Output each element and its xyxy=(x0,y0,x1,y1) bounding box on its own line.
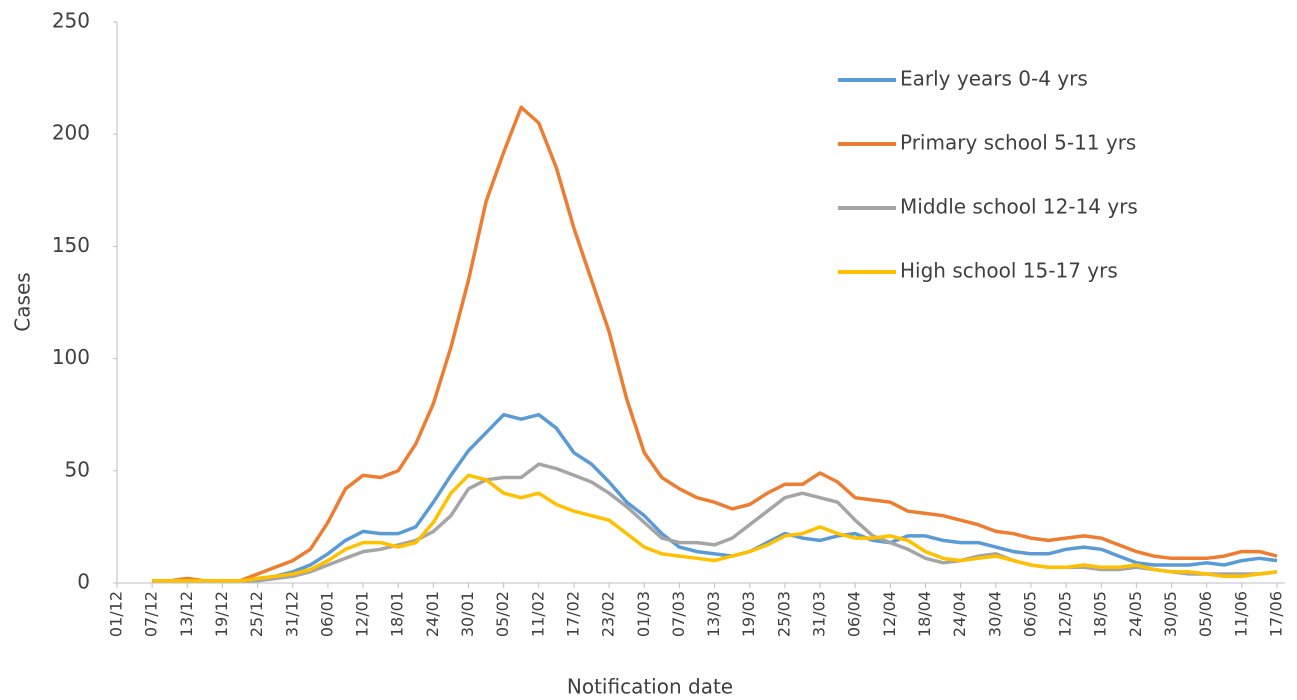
x-axis-label: Notification date xyxy=(567,675,733,699)
x-tick-label: 05/02 xyxy=(493,591,512,637)
x-tick-label: 07/03 xyxy=(669,591,688,637)
y-tick-label: 0 xyxy=(77,570,90,594)
x-tick-label: 18/04 xyxy=(915,591,934,637)
x-tick-label: 25/12 xyxy=(247,591,266,637)
series-line xyxy=(152,473,1278,583)
legend-label: Primary school 5-11 yrs xyxy=(900,131,1136,155)
x-tick-label: 30/05 xyxy=(1161,591,1180,637)
legend-label: Middle school 12-14 yrs xyxy=(900,195,1138,219)
y-tick-label: 50 xyxy=(65,457,90,481)
x-tick-label: 24/01 xyxy=(423,591,442,637)
y-axis-label: Cases xyxy=(11,272,35,331)
series-line xyxy=(152,462,1278,583)
x-tick-label: 06/01 xyxy=(317,591,336,637)
y-tick-label: 200 xyxy=(52,121,90,145)
x-tick-label: 01/12 xyxy=(107,591,126,637)
x-tick-label: 19/12 xyxy=(212,591,231,637)
x-tick-label: 30/04 xyxy=(985,591,1004,637)
x-tick-label: 13/03 xyxy=(704,591,723,637)
x-tick-label: 17/02 xyxy=(563,591,582,637)
x-tick-label: 11/06 xyxy=(1231,591,1250,637)
x-tick-label: 31/03 xyxy=(810,591,829,637)
x-tick-label: 24/05 xyxy=(1126,591,1145,637)
x-tick-label: 25/03 xyxy=(774,591,793,637)
legend-label: Early years 0-4 yrs xyxy=(900,67,1088,91)
x-tick-label: 12/01 xyxy=(353,591,372,637)
x-tick-label: 18/01 xyxy=(388,591,407,637)
x-tick-label: 12/04 xyxy=(880,591,899,637)
x-tick-label: 01/03 xyxy=(634,591,653,637)
x-tick-label: 19/03 xyxy=(739,591,758,637)
x-tick-label: 24/04 xyxy=(950,591,969,637)
x-tick-label: 18/05 xyxy=(1091,591,1110,637)
x-tick-label: 12/05 xyxy=(1056,591,1075,637)
series-line xyxy=(152,412,1278,583)
x-tick-label: 30/01 xyxy=(458,591,477,637)
x-tick-label: 23/02 xyxy=(599,591,618,637)
y-tick-label: 100 xyxy=(52,345,90,369)
x-tick-label: 31/12 xyxy=(282,591,301,637)
x-tick-label: 06/04 xyxy=(845,591,864,637)
x-tick-label: 17/06 xyxy=(1267,591,1286,637)
x-tick-label: 13/12 xyxy=(177,591,196,637)
x-tick-label: 06/05 xyxy=(1020,591,1039,637)
y-tick-label: 150 xyxy=(52,233,90,257)
x-tick-label: 05/06 xyxy=(1196,591,1215,637)
x-tick-label: 07/12 xyxy=(142,591,161,637)
legend-label: High school 15-17 yrs xyxy=(900,259,1118,283)
x-tick-label: 11/02 xyxy=(528,591,547,637)
y-tick-label: 250 xyxy=(52,9,90,33)
series-line xyxy=(152,105,1278,583)
